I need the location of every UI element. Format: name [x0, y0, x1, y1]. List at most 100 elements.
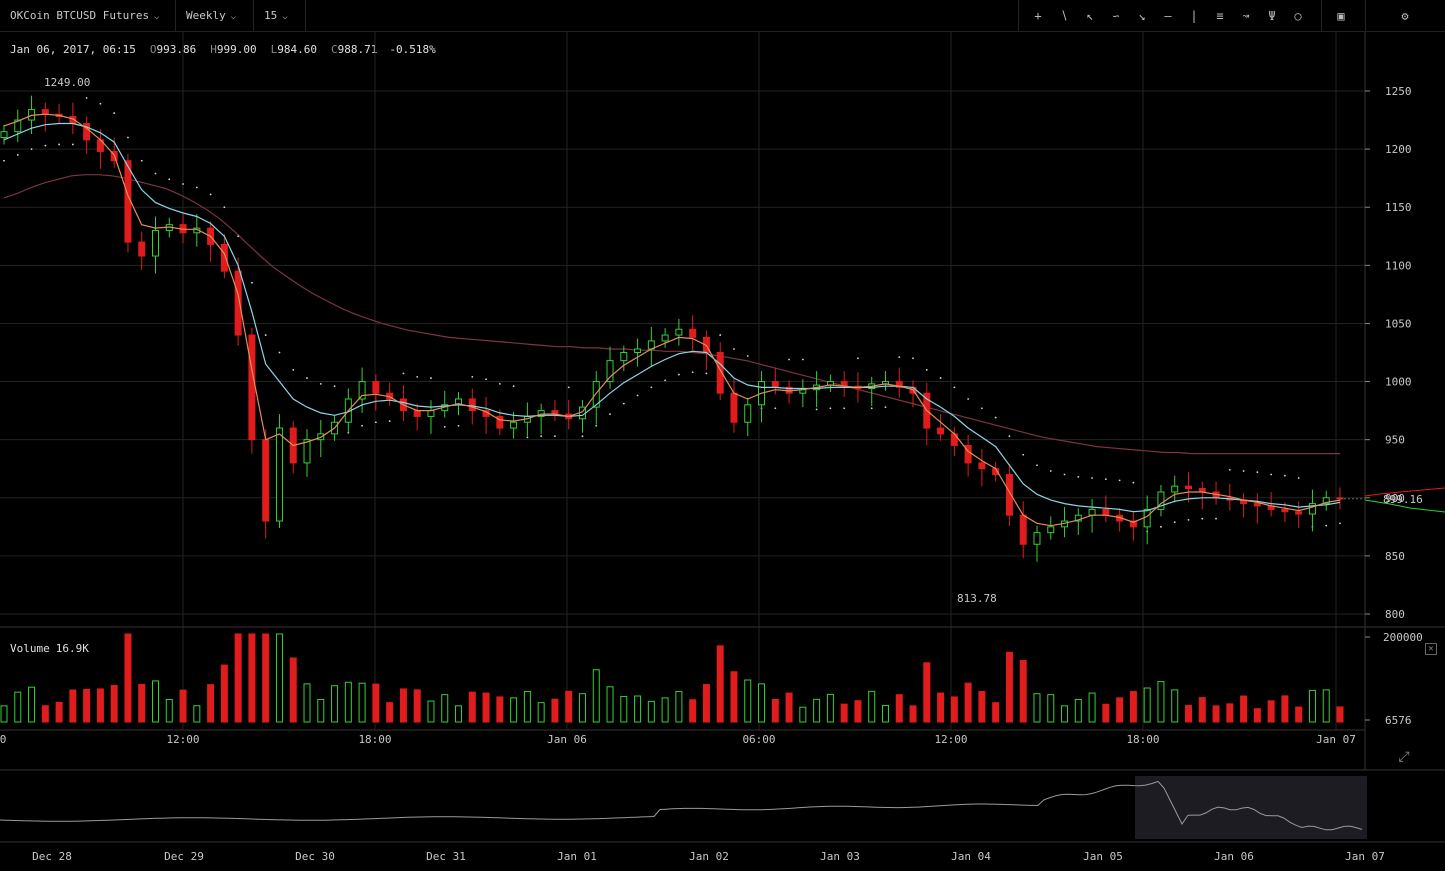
volume-bar	[1281, 695, 1289, 723]
sar-dot	[388, 420, 391, 422]
expand-icon[interactable]: ⤢	[1398, 749, 1410, 765]
volume-value: 16.9K	[55, 642, 89, 655]
sar-dot	[994, 416, 997, 419]
sar-dot	[554, 435, 556, 438]
toolbar-divider	[1365, 0, 1366, 31]
sar-dot	[636, 394, 639, 397]
symbol-selector[interactable]: OKCoin BTCUSD Futures ⌵	[0, 0, 176, 31]
volume-bar	[730, 671, 738, 723]
time-tick-label: 0	[0, 733, 6, 746]
forecast-line-down	[1364, 499, 1445, 513]
volume-bar	[744, 679, 752, 723]
volume-bar	[1033, 693, 1041, 723]
sar-dot	[677, 373, 680, 376]
candle-up	[510, 421, 518, 429]
toolbar: OKCoin BTCUSD Futures ⌵ Weekly ⌵ 15 ⌵ + ∖ ↖…	[0, 0, 1445, 32]
sar-dot	[967, 398, 970, 400]
arrow-icon[interactable]: ↘	[1138, 9, 1146, 23]
sar-dot	[223, 206, 226, 209]
ohlc-date: Jan 06, 2017, 06:15	[10, 43, 136, 56]
interval-selector[interactable]: 15 ⌵	[254, 0, 306, 31]
navigator-tick-label: Jan 04	[951, 850, 991, 863]
navigator-tick-label: Jan 05	[1083, 850, 1123, 863]
sar-dot	[430, 377, 432, 379]
volume-bar	[482, 692, 490, 723]
sar-dot	[609, 413, 611, 415]
fib-icon[interactable]: ≡	[1216, 9, 1224, 23]
vertical-line-icon[interactable]: |	[1190, 9, 1198, 23]
sar-dot	[85, 97, 88, 99]
time-tick-label: 06:00	[742, 733, 775, 746]
sar-dot	[980, 407, 983, 410]
volume-bar	[1116, 697, 1124, 723]
volume-label: Volume	[10, 642, 50, 655]
volume-bar	[1157, 681, 1165, 723]
sar-dot	[815, 408, 818, 411]
candle-down	[1295, 511, 1303, 515]
range-label: Weekly	[186, 9, 226, 22]
volume-bar	[813, 698, 821, 723]
extreme-price-label: 813.78	[957, 592, 997, 605]
sar-dot	[733, 348, 735, 350]
sar-dot	[884, 406, 887, 409]
close-icon[interactable]: ✕	[1425, 643, 1437, 655]
volume-bar	[441, 694, 449, 723]
toolbar-divider	[1321, 0, 1322, 31]
navigator-tick-label: Jan 07	[1345, 850, 1385, 863]
volume-bar	[1061, 705, 1069, 723]
parabolic-sar	[3, 97, 1341, 533]
circle-icon[interactable]: ○	[1294, 9, 1302, 23]
candle-up	[0, 131, 8, 138]
fan-icon[interactable]: ↝	[1242, 9, 1250, 23]
sar-dot	[664, 379, 667, 382]
sar-dot	[870, 407, 873, 410]
sar-dot	[1036, 464, 1038, 467]
symbol-label: OKCoin BTCUSD Futures	[10, 9, 150, 22]
volume-bar	[647, 700, 655, 723]
range-selector[interactable]: Weekly ⌵	[176, 0, 254, 31]
volume-bar	[523, 690, 531, 723]
volume-bar	[96, 688, 104, 723]
volume-bar	[868, 690, 876, 723]
crosshair-icon[interactable]: +	[1034, 9, 1042, 23]
candle-up	[744, 404, 752, 423]
high-label: H	[210, 43, 217, 56]
high-value: 999.00	[216, 43, 257, 56]
sar-dot	[278, 351, 281, 354]
volume-bar	[1295, 706, 1303, 723]
candle-up	[592, 381, 600, 408]
curve-icon[interactable]: ∽	[1112, 9, 1120, 23]
time-axis: 0 12:00 18:00 Jan 06 06:00 12:00 18:00 Jan 07	[0, 729, 1365, 746]
volume-bar	[358, 682, 366, 723]
sar-dot	[1201, 517, 1204, 520]
volume-bar	[634, 695, 642, 723]
volume-bar	[1143, 687, 1151, 723]
horizontal-line-icon[interactable]: –	[1164, 9, 1172, 23]
indicators-icon[interactable]: ▣	[1337, 9, 1345, 23]
sma-long-line	[3, 174, 1340, 455]
volume-bar	[152, 680, 160, 723]
volume-bar	[207, 684, 215, 723]
settings-icon[interactable]: ⚙	[1401, 9, 1409, 23]
sar-dot	[1022, 453, 1025, 456]
pitchfork-icon[interactable]: Ψ	[1268, 9, 1276, 23]
candle-up	[1308, 503, 1316, 515]
sar-dot	[361, 424, 364, 427]
sar-dot	[1284, 474, 1286, 477]
candle-down	[1019, 514, 1027, 545]
price-tick-label: 1050	[1385, 317, 1412, 330]
candle-down	[262, 439, 270, 522]
navigator-tick-label: Dec 28	[32, 850, 72, 863]
time-tick-label: Jan 06	[547, 733, 587, 746]
volume-bar	[41, 705, 49, 723]
trendline-icon[interactable]: ∖	[1060, 9, 1068, 23]
volume-bar	[992, 702, 1000, 723]
time-tick-label: 18:00	[1126, 733, 1159, 746]
candle-down	[689, 328, 697, 338]
volume-bar	[578, 693, 586, 723]
volume-bar	[785, 692, 793, 723]
ray-icon[interactable]: ↖	[1086, 9, 1094, 23]
volume-series	[0, 633, 1344, 723]
change-percent: -0.518%	[389, 43, 436, 56]
